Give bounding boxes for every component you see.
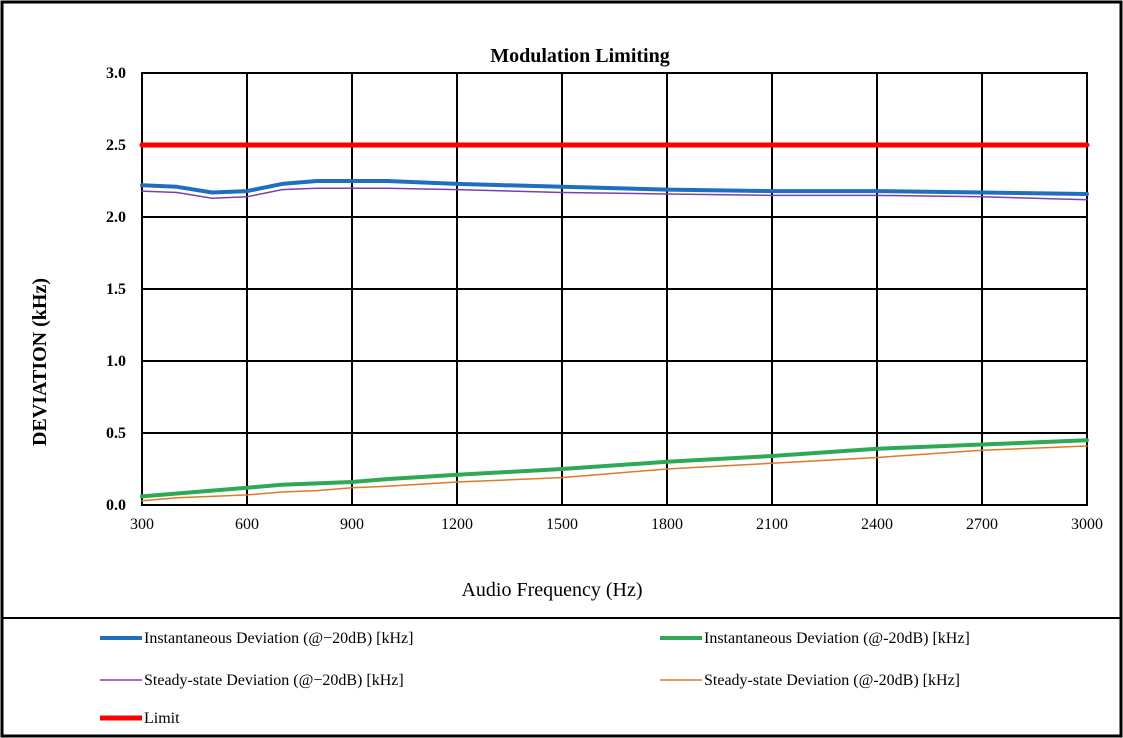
series-line-1 (140, 438, 1089, 499)
legend-label-4: Limit (144, 710, 180, 727)
series-line-3 (141, 445, 1088, 502)
legend-label-2: Steady-state Deviation (@−20dB) [kHz] (144, 672, 404, 689)
x-tick-label: 1500 (546, 516, 578, 533)
y-tick-label: 0.0 (106, 497, 126, 514)
x-tick-labels: 300 600 900 1200 1500 1800 2100 2400 2700 3000 (130, 516, 1103, 533)
plot-area (141, 72, 1088, 506)
legend-label-0: Instantaneous Deviation (@−20dB) [kHz] (144, 630, 413, 647)
y-tick-label: 0.5 (106, 425, 126, 442)
series-line-0 (140, 179, 1089, 196)
y-axis-label: DEVIATION (kHz) (29, 278, 51, 446)
legend: Instantaneous Deviation (@−20dB) [kHz] In… (100, 630, 970, 727)
y-tick-label: 2.0 (106, 209, 126, 226)
y-tick-label: 2.5 (106, 137, 126, 154)
y-tick-label: 1.0 (106, 353, 126, 370)
x-tick-label: 1200 (441, 516, 473, 533)
x-tick-label: 300 (130, 516, 154, 533)
plot-border (141, 72, 1088, 506)
x-tick-label: 1800 (651, 516, 683, 533)
y-tick-label: 3.0 (106, 65, 126, 82)
legend-label-3: Steady-state Deviation (@-20dB) [kHz] (704, 672, 960, 689)
x-tick-label: 2700 (966, 516, 998, 533)
x-tick-label: 2400 (861, 516, 893, 533)
x-tick-label: 3000 (1071, 516, 1103, 533)
x-tick-label: 2100 (756, 516, 788, 533)
series-line-2 (141, 187, 1088, 201)
x-axis-label: Audio Frequency (Hz) (461, 579, 642, 601)
x-tick-label: 900 (340, 516, 364, 533)
series-lines (139, 142, 1090, 502)
chart-title: Modulation Limiting (490, 45, 669, 67)
y-tick-label: 1.5 (106, 281, 126, 298)
y-tick-labels: 0.0 0.5 1.0 1.5 2.0 2.5 3.0 (106, 65, 126, 514)
legend-label-1: Instantaneous Deviation (@-20dB) [kHz] (704, 630, 970, 647)
x-tick-label: 600 (235, 516, 259, 533)
